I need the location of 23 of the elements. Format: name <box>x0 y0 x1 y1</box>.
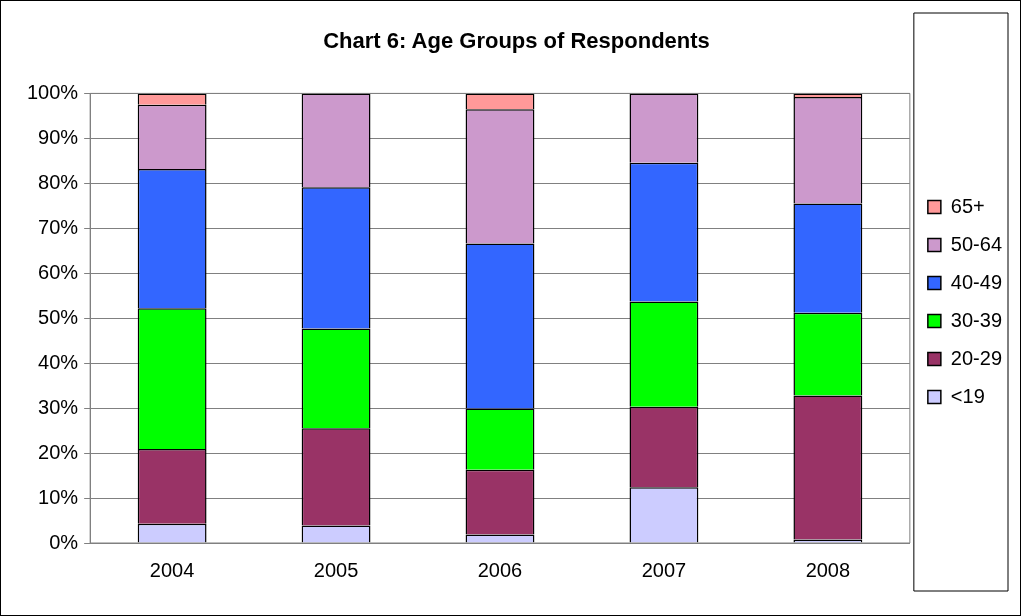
legend-label: 30-39 <box>950 308 1002 331</box>
x-tick-label: 2006 <box>477 558 523 581</box>
y-tick-label: 40% <box>38 350 79 373</box>
x-tick-label: 2004 <box>149 558 195 581</box>
legend-label: 65+ <box>950 194 985 217</box>
y-tick-label: 30% <box>38 395 79 418</box>
y-tick-label: 10% <box>38 485 79 508</box>
chart-title: Chart 6: Age Groups of Respondents <box>323 28 710 54</box>
legend-label: 20-29 <box>950 346 1002 369</box>
y-tick-label: 50% <box>38 305 79 328</box>
legend-label: 50-64 <box>950 232 1002 255</box>
x-tick-label: 2007 <box>641 558 687 581</box>
y-tick-label: 20% <box>38 440 79 463</box>
x-tick-label: 2008 <box>805 558 851 581</box>
y-tick-label: 80% <box>38 170 79 193</box>
x-tick-label: 2005 <box>313 558 359 581</box>
y-tick-label: 0% <box>49 530 79 553</box>
legend-label: <19 <box>950 384 985 407</box>
y-tick-label: 60% <box>38 260 79 283</box>
y-tick-label: 70% <box>38 215 79 238</box>
y-tick-label: 100% <box>27 80 79 103</box>
y-tick-label: 90% <box>38 125 79 148</box>
legend-label: 40-49 <box>950 270 1002 293</box>
